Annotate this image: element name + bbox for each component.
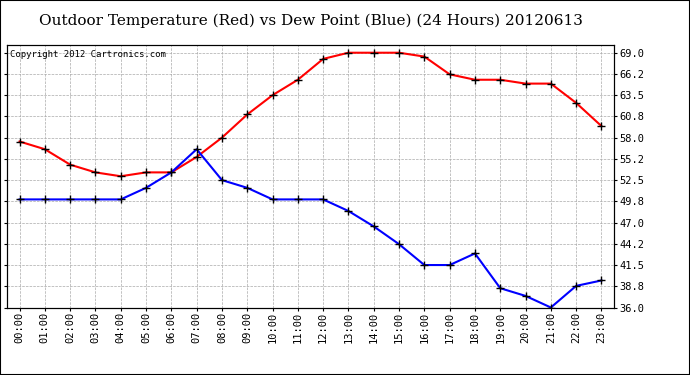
Text: Copyright 2012 Cartronics.com: Copyright 2012 Cartronics.com (10, 50, 166, 59)
Text: Outdoor Temperature (Red) vs Dew Point (Blue) (24 Hours) 20120613: Outdoor Temperature (Red) vs Dew Point (… (39, 13, 582, 27)
